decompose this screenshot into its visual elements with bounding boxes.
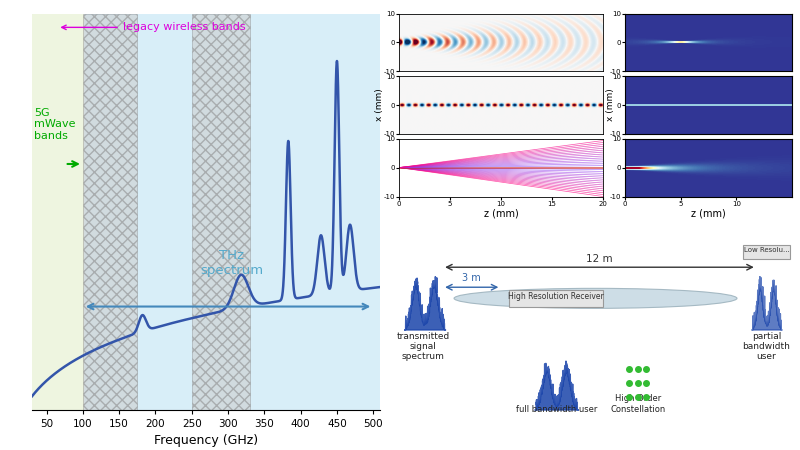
Bar	[743, 245, 790, 259]
Text: legacy wireless bands: legacy wireless bands	[62, 22, 246, 32]
Text: High Resolution Receiver: High Resolution Receiver	[508, 292, 604, 301]
Text: partial
bandwidth
user: partial bandwidth user	[742, 332, 790, 361]
Text: THz
spectrum: THz spectrum	[200, 249, 263, 277]
Text: 3 m: 3 m	[462, 274, 481, 284]
Text: 12 m: 12 m	[586, 254, 613, 264]
Text: x (mm): x (mm)	[374, 89, 383, 122]
X-axis label: z (mm): z (mm)	[691, 208, 726, 218]
Ellipse shape	[454, 288, 737, 308]
Text: full bandwidth user: full bandwidth user	[515, 405, 597, 414]
Text: Low Resolu...: Low Resolu...	[743, 247, 790, 253]
Text: x (mm): x (mm)	[606, 89, 615, 122]
X-axis label: Frequency (GHz): Frequency (GHz)	[154, 434, 258, 447]
Bar	[32, 14, 83, 410]
Bar	[509, 290, 603, 307]
Text: transmitted
signal
spectrum: transmitted signal spectrum	[397, 332, 450, 361]
Text: 5G
mWave
bands: 5G mWave bands	[34, 108, 76, 141]
Text: High Order
Constellation: High Order Constellation	[610, 394, 666, 414]
Bar	[83, 14, 138, 410]
Bar	[192, 14, 250, 410]
X-axis label: z (mm): z (mm)	[484, 208, 518, 218]
